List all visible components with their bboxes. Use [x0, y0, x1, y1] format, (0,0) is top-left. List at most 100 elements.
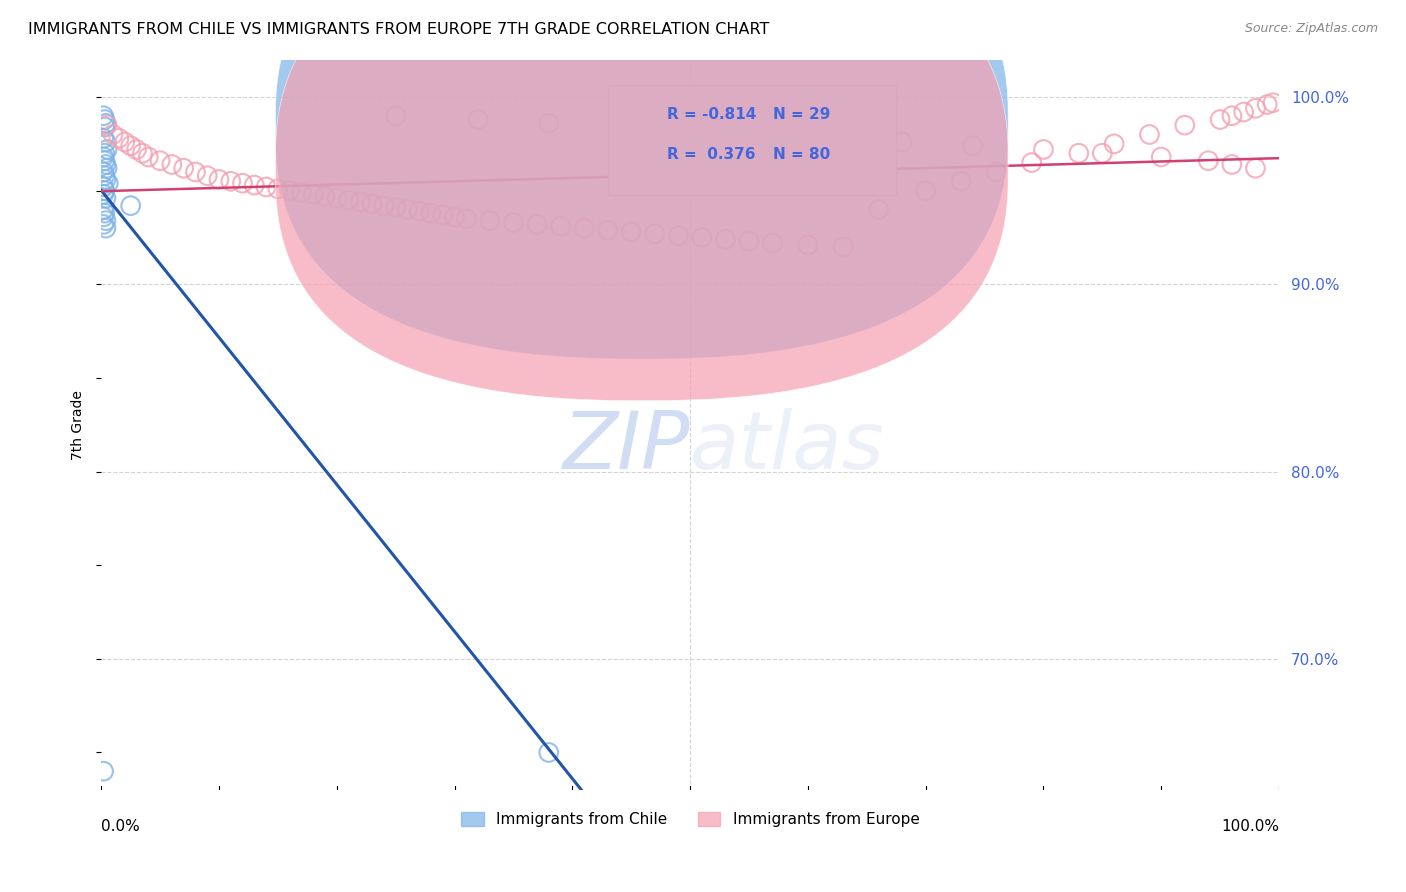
Point [1220, 109, 1243, 123]
Point [478, 213, 501, 227]
Point [644, 227, 666, 241]
Point [93, 131, 115, 145]
Point [232, 176, 254, 190]
Point [243, 178, 266, 192]
Point [120, 199, 142, 213]
Point [93, 109, 115, 123]
Text: R =  0.376: R = 0.376 [666, 147, 755, 162]
Point [314, 189, 336, 203]
Text: Source: ZipAtlas.com: Source: ZipAtlas.com [1244, 22, 1378, 36]
Point [94, 172, 117, 186]
Point [93, 150, 115, 164]
Text: ZIP: ZIP [562, 408, 690, 485]
Point [1261, 95, 1284, 110]
FancyBboxPatch shape [276, 0, 1008, 401]
Point [94, 116, 117, 130]
Point [184, 165, 207, 179]
Point [93, 206, 115, 220]
Point [432, 208, 454, 222]
Point [361, 196, 384, 211]
Point [714, 232, 737, 246]
Point [93, 202, 115, 217]
Point [131, 146, 153, 161]
Text: 0.0%: 0.0% [101, 819, 141, 834]
Point [797, 238, 820, 252]
Point [537, 746, 560, 760]
Point [1091, 146, 1114, 161]
Point [93, 153, 115, 168]
Point [1244, 161, 1267, 176]
Point [1174, 118, 1197, 132]
Point [93, 120, 115, 134]
Legend: Immigrants from Chile, Immigrants from Europe: Immigrants from Chile, Immigrants from E… [454, 806, 925, 833]
Point [1067, 146, 1090, 161]
Text: R = -0.814: R = -0.814 [666, 107, 756, 122]
Point [962, 138, 984, 153]
Point [93, 146, 115, 161]
Point [596, 223, 619, 237]
FancyBboxPatch shape [607, 85, 896, 194]
Point [891, 135, 914, 149]
Point [219, 174, 242, 188]
Point [114, 135, 136, 149]
Point [537, 116, 560, 130]
Point [93, 218, 115, 232]
Point [96, 118, 118, 132]
FancyBboxPatch shape [276, 0, 1008, 359]
Point [97, 176, 120, 190]
Point [94, 221, 117, 235]
Point [94, 135, 117, 149]
Point [290, 186, 312, 200]
Point [326, 191, 349, 205]
Point [914, 184, 936, 198]
Point [267, 182, 290, 196]
Point [208, 172, 231, 186]
Point [93, 184, 115, 198]
Point [93, 180, 115, 194]
Point [101, 128, 124, 142]
Point [149, 153, 172, 168]
Point [1244, 101, 1267, 115]
Point [1150, 150, 1173, 164]
Point [254, 180, 277, 194]
Y-axis label: 7th Grade: 7th Grade [72, 390, 86, 459]
Point [467, 112, 489, 127]
Point [93, 210, 115, 224]
Point [868, 202, 890, 217]
Point [349, 194, 371, 209]
Point [93, 165, 115, 179]
Point [986, 165, 1008, 179]
Point [679, 124, 702, 138]
Point [96, 143, 118, 157]
Point [950, 174, 973, 188]
Point [443, 210, 465, 224]
Point [420, 206, 443, 220]
Point [526, 218, 548, 232]
Text: N = 80: N = 80 [772, 147, 830, 162]
Point [173, 161, 195, 176]
Point [337, 193, 360, 207]
Point [302, 187, 325, 202]
Point [1032, 143, 1054, 157]
Point [396, 202, 419, 217]
Point [502, 215, 524, 229]
Point [408, 204, 430, 219]
Point [1197, 153, 1219, 168]
Point [1102, 136, 1125, 151]
Point [749, 128, 772, 142]
Text: atlas: atlas [690, 408, 884, 485]
Point [1021, 155, 1043, 169]
Point [93, 764, 115, 779]
Point [456, 211, 478, 226]
Point [125, 143, 148, 157]
Point [609, 120, 631, 134]
Point [666, 228, 689, 243]
Point [832, 240, 855, 254]
Point [1209, 112, 1232, 127]
Point [620, 225, 643, 239]
Text: IMMIGRANTS FROM CHILE VS IMMIGRANTS FROM EUROPE 7TH GRADE CORRELATION CHART: IMMIGRANTS FROM CHILE VS IMMIGRANTS FROM… [28, 22, 769, 37]
Point [373, 199, 395, 213]
Point [93, 169, 115, 183]
Text: 100.0%: 100.0% [1220, 819, 1279, 834]
Point [550, 219, 572, 234]
